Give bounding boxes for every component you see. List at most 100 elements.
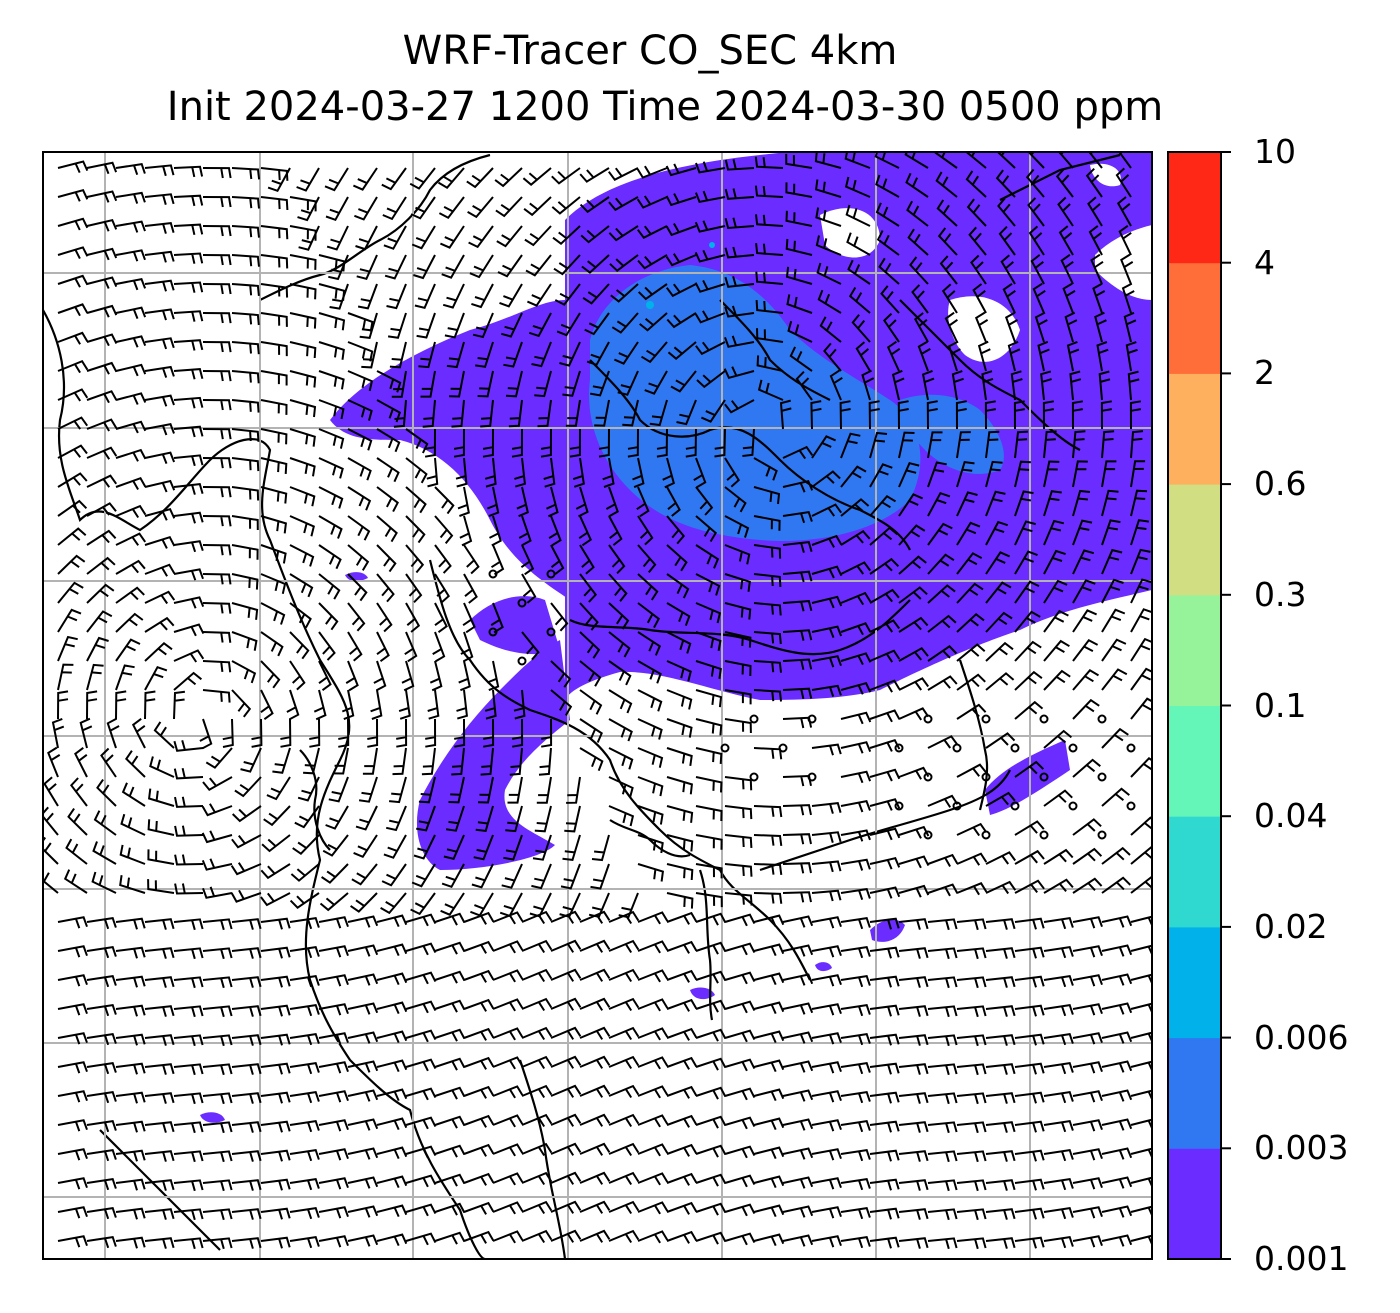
wind-barb: [475, 341, 494, 368]
wind-barb: [639, 312, 668, 332]
wind-barb: [1025, 168, 1045, 198]
wind-barb: [347, 1176, 379, 1189]
wind-barb: [694, 279, 726, 293]
wind-barb: [1043, 579, 1068, 604]
wind-barb: [753, 805, 783, 818]
wind-barb: [579, 1113, 611, 1127]
wind-barb: [289, 1235, 320, 1249]
wind-barb: [666, 631, 692, 654]
wind-barb: [115, 1091, 146, 1104]
wind-barb: [173, 540, 204, 553]
wind-barb: [956, 673, 986, 691]
wind-barb: [753, 631, 782, 645]
wind-barb: [695, 1086, 727, 1100]
wind-barb: [927, 1092, 958, 1105]
wind-barb: [1043, 878, 1074, 894]
wind-barb: [202, 947, 233, 960]
wind-barb: [666, 718, 693, 738]
wind-barb: [463, 544, 480, 575]
wind-barb: [289, 916, 320, 930]
wind-barb: [173, 1150, 204, 1163]
wind-barb: [637, 940, 669, 954]
wind-barb: [811, 974, 842, 987]
wind-barb: [956, 763, 987, 778]
wind-barb: [1043, 549, 1066, 575]
wind-barb: [289, 486, 316, 507]
wind-barb: [421, 747, 436, 776]
wind-barb: [782, 510, 813, 524]
wind-barb: [550, 997, 582, 1011]
wind-barb: [753, 544, 782, 559]
wind-barb: [782, 804, 812, 816]
wind-barb: [318, 254, 346, 272]
wind-barb: [376, 486, 399, 513]
wind-barb: [418, 776, 436, 804]
wind-barb: [552, 225, 581, 246]
wind-barb: [1014, 550, 1038, 575]
calm-wind-marker: [981, 830, 991, 840]
wind-barb: [1043, 1032, 1074, 1046]
wind-barb: [869, 798, 901, 811]
wind-barb: [347, 1205, 379, 1218]
wind-barb: [1085, 167, 1103, 198]
wind-barb: [289, 602, 312, 629]
wind-barb: [376, 943, 408, 957]
wind-barb: [391, 370, 407, 398]
wind-barb: [956, 1208, 987, 1221]
wind-barb: [811, 802, 842, 814]
wind-barb: [694, 249, 726, 263]
wind-barb: [173, 690, 186, 720]
wind-barb: [1043, 1003, 1074, 1017]
wind-barb: [230, 862, 262, 876]
wind-barb: [231, 1005, 262, 1017]
wind-barb: [318, 1119, 349, 1132]
wind-barb: [956, 1179, 987, 1192]
wind-barb: [906, 200, 929, 227]
wind-barb: [977, 340, 991, 372]
wind-barb: [441, 863, 465, 889]
wind-barb: [484, 457, 497, 488]
wind-barb: [144, 690, 156, 720]
colorbar-segment: [1168, 484, 1221, 596]
wind-barb: [1072, 1148, 1103, 1161]
wind-barb: [144, 250, 175, 263]
wind-barb: [263, 805, 291, 827]
wind-barb: [65, 838, 88, 865]
wind-barb: [637, 1114, 669, 1128]
wind-barb: [666, 1201, 698, 1215]
wind-barb: [57, 1235, 88, 1248]
wind-barb: [556, 312, 581, 337]
wind-barb: [202, 602, 232, 614]
wind-barb: [753, 602, 782, 616]
wind-barb: [840, 1177, 871, 1191]
colorbar-tick-label: 0.04: [1254, 796, 1328, 836]
wind-barb: [869, 886, 901, 899]
wind-barb: [289, 1148, 320, 1162]
wind-barb: [782, 1176, 814, 1189]
wind-barb: [508, 399, 523, 428]
wind-barb: [637, 1201, 669, 1215]
wind-barb: [840, 1090, 871, 1104]
wind-barb: [869, 917, 900, 930]
wind-barb: [231, 486, 260, 501]
wind-barb: [666, 602, 691, 626]
wind-barb: [405, 1203, 437, 1217]
wind-barb: [1072, 489, 1091, 517]
wind-barb: [501, 863, 523, 889]
wind-barb: [1101, 876, 1132, 894]
wind-barb: [442, 283, 465, 309]
wind-barb: [376, 1146, 408, 1160]
wind-barb: [318, 1061, 349, 1074]
wind-barb: [1101, 548, 1123, 575]
wind-barb: [1072, 1090, 1103, 1103]
wind-barb: [115, 335, 147, 348]
wind-barb: [816, 262, 842, 285]
wind-barb: [666, 689, 693, 710]
wind-barb: [309, 718, 321, 748]
wind-barb: [260, 1091, 291, 1104]
wind-barb: [1027, 197, 1045, 227]
wind-barb: [1101, 668, 1128, 691]
wind-barb: [1043, 729, 1073, 749]
wind-barb: [637, 718, 663, 740]
wind-barb: [1130, 757, 1152, 778]
